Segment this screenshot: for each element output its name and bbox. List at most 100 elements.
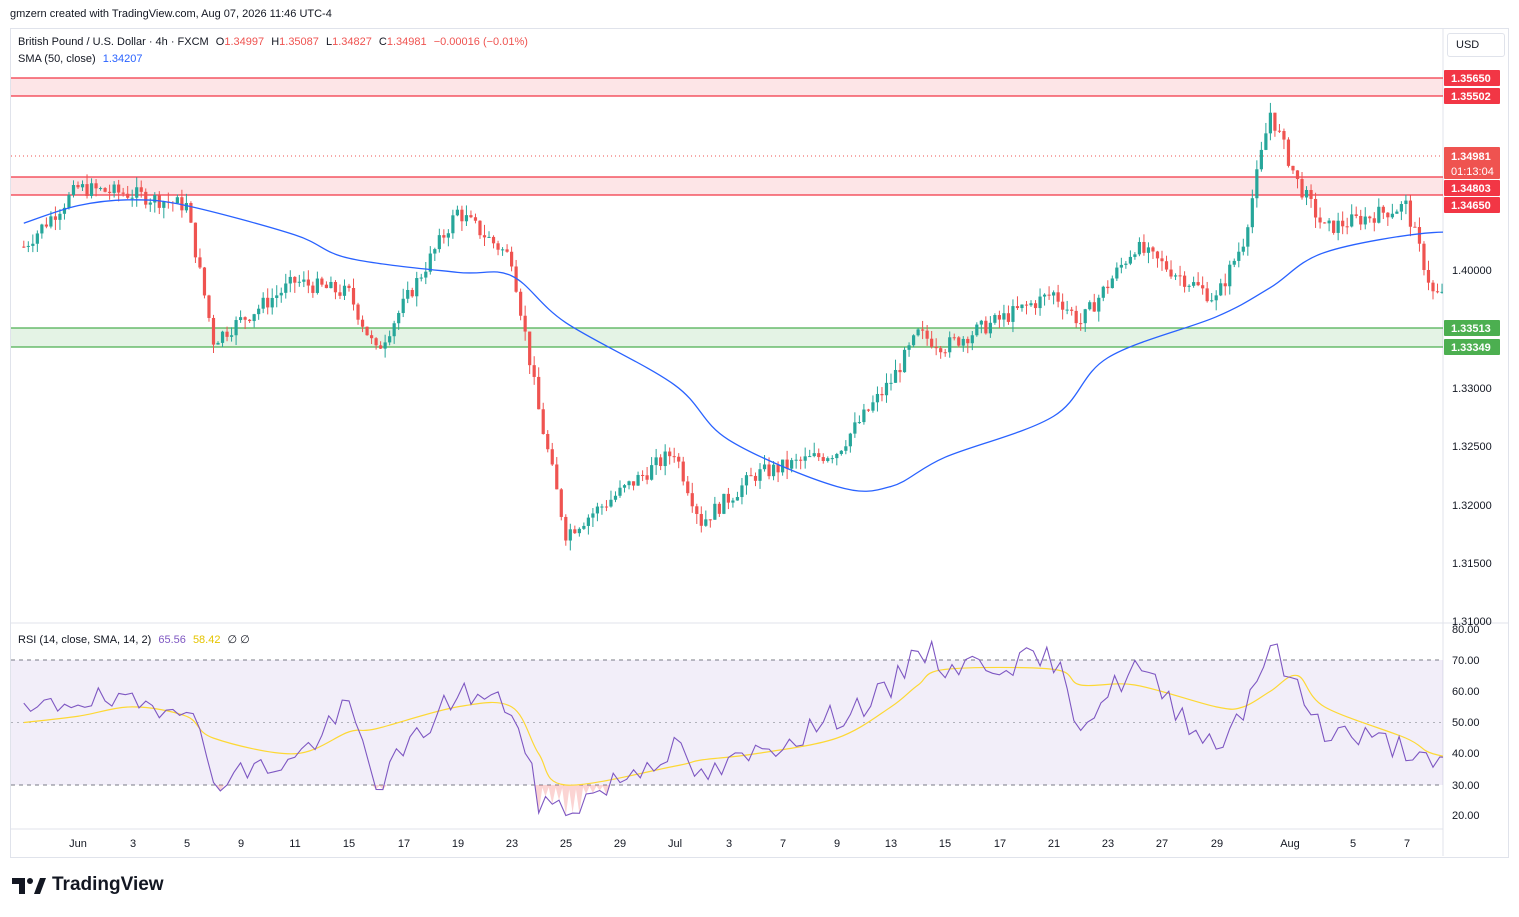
- candle-body: [790, 460, 794, 469]
- candle-body: [799, 459, 803, 461]
- candle-body: [1133, 254, 1137, 257]
- candle-body: [1449, 293, 1452, 300]
- candle-body: [44, 224, 48, 227]
- candle-body: [857, 422, 861, 424]
- candle-body: [207, 295, 211, 318]
- candle-body: [324, 284, 329, 289]
- candle-body: [767, 464, 771, 477]
- candle-body: [464, 215, 469, 222]
- candle-body: [1164, 261, 1169, 270]
- candle-body: [1477, 301, 1480, 306]
- time-tick: 13: [885, 838, 897, 850]
- candle-body: [776, 464, 780, 473]
- candle-body: [1246, 227, 1250, 247]
- candle-body: [198, 257, 202, 268]
- candle-body: [988, 322, 992, 334]
- candle-body: [550, 449, 554, 465]
- rsi-axis[interactable]: 80.00 70.00 60.00 50.00 40.00 30.00 20.0…: [1452, 624, 1480, 822]
- price-axis[interactable]: 1.40000 1.33000 1.32500 1.32000 1.31500 …: [1452, 265, 1492, 628]
- candle-body: [966, 338, 970, 344]
- candle-body: [541, 409, 545, 434]
- time-tick: 29: [1211, 838, 1223, 850]
- candle-body: [1304, 190, 1309, 198]
- candle-body: [839, 450, 843, 454]
- candle-body: [442, 235, 446, 238]
- candle-body: [532, 365, 536, 377]
- candle-body: [1011, 306, 1015, 322]
- time-tick: Jul: [668, 838, 682, 850]
- candle-body: [392, 323, 396, 337]
- candle-body: [342, 285, 347, 296]
- candle-body: [1508, 363, 1511, 369]
- candle-body: [112, 184, 116, 193]
- time-tick: 25: [560, 838, 572, 850]
- candle-body: [193, 222, 198, 258]
- candle-body: [302, 279, 306, 282]
- candle-body: [1359, 215, 1363, 225]
- candle-body: [731, 500, 735, 503]
- candle-body: [306, 279, 310, 286]
- sma-line: [23, 199, 1443, 492]
- candle-body: [333, 281, 338, 293]
- candle-body: [1440, 291, 1443, 293]
- time-tick: 23: [1102, 838, 1114, 850]
- candle-body: [930, 338, 934, 347]
- time-tick: Aug: [1280, 838, 1300, 850]
- candle-body: [880, 393, 884, 396]
- candle-body: [26, 245, 30, 247]
- candle-body: [1083, 309, 1087, 324]
- candle-body: [595, 506, 600, 514]
- candle-body: [1445, 292, 1448, 300]
- candle-body: [1381, 206, 1385, 213]
- price-tick: 1.32500: [1452, 441, 1492, 453]
- candle-body: [577, 528, 581, 534]
- candle-body: [1187, 285, 1191, 287]
- rsi-tick: 60.00: [1452, 686, 1480, 698]
- candle-body: [279, 292, 283, 296]
- label-r2-bottom: 1.34650: [1451, 200, 1491, 212]
- candle-body: [753, 475, 758, 481]
- time-tick: 19: [452, 838, 464, 850]
- candle-body: [1372, 218, 1376, 223]
- candle-body: [627, 481, 631, 486]
- candle-body: [108, 191, 112, 193]
- candle-body: [1513, 369, 1516, 379]
- candle-body: [347, 285, 351, 288]
- candle-body: [1408, 200, 1413, 227]
- candle-body: [889, 382, 893, 384]
- sma-legend[interactable]: SMA (50, close) 1.34207: [18, 53, 146, 65]
- candle-body: [1065, 309, 1069, 311]
- candle-body: [659, 457, 663, 467]
- rsi-legend[interactable]: RSI (14, close, SMA, 14, 2) 65.56 58.42 …: [18, 633, 254, 646]
- candle-body: [1250, 198, 1254, 228]
- candle-body: [1472, 301, 1475, 305]
- resistance-zone-upper: [11, 77, 1443, 97]
- time-axis[interactable]: Jun 3 5 9 11 15 17 19 23 25 29 Jul 3 7 9…: [69, 838, 1410, 850]
- candle-body: [1232, 260, 1236, 265]
- candle-body: [984, 320, 988, 334]
- candle-body: [613, 495, 618, 500]
- candle-body: [1020, 304, 1024, 309]
- candle-body: [1413, 226, 1417, 228]
- candle-body: [1463, 304, 1466, 309]
- candle-body: [735, 497, 740, 501]
- currency-button[interactable]: USD: [1447, 33, 1505, 57]
- symbol-legend[interactable]: British Pound / U.S. Dollar · 4h · FXCM …: [18, 36, 532, 48]
- candle-body: [383, 342, 387, 349]
- candle-body: [591, 513, 595, 518]
- rsi-label: RSI (14, close, SMA, 14, 2): [18, 634, 152, 646]
- candle-body: [925, 330, 929, 339]
- candle-body: [826, 458, 830, 462]
- candle-body: [844, 446, 848, 451]
- candle-body: [1146, 247, 1151, 253]
- candle-body: [487, 236, 491, 238]
- candle-body: [80, 184, 85, 188]
- candle-body: [1210, 300, 1214, 302]
- candle-body: [1368, 216, 1372, 219]
- candle-body: [261, 297, 265, 309]
- candle-body: [1454, 293, 1457, 297]
- candle-body: [528, 331, 532, 366]
- candle-body: [893, 369, 898, 383]
- candle-body: [812, 453, 816, 457]
